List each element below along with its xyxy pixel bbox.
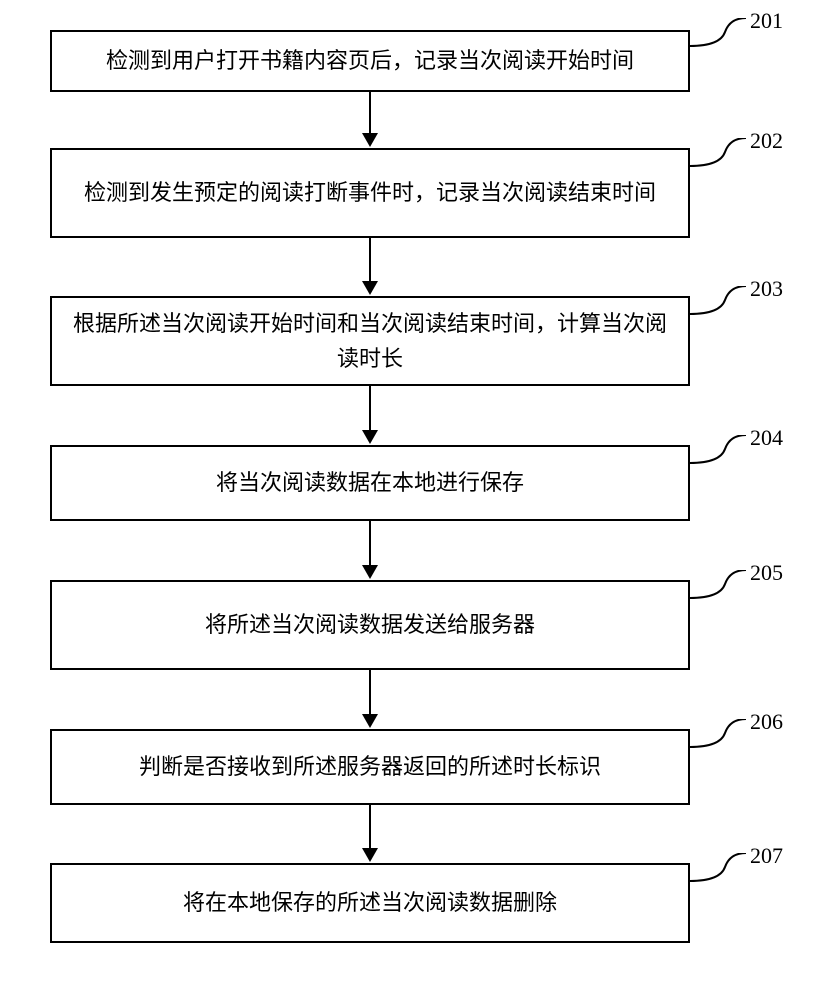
step-text-7: 将在本地保存的所述当次阅读数据删除 [183,885,557,920]
step-box-3: 根据所述当次阅读开始时间和当次阅读结束时间，计算当次阅读时长 [50,296,690,386]
connector-curve-6 [690,719,746,759]
step-box-4: 将当次阅读数据在本地进行保存 [50,445,690,521]
step-number-4: 204 [750,425,783,451]
arrow-6 [362,805,378,862]
step-text-3: 根据所述当次阅读开始时间和当次阅读结束时间，计算当次阅读时长 [72,306,668,376]
step-number-6: 206 [750,709,783,735]
step-text-2: 检测到发生预定的阅读打断事件时，记录当次阅读结束时间 [84,175,656,210]
connector-curve-5 [690,570,746,610]
step-box-7: 将在本地保存的所述当次阅读数据删除 [50,863,690,943]
step-box-6: 判断是否接收到所述服务器返回的所述时长标识 [50,729,690,805]
step-number-5: 205 [750,560,783,586]
arrow-4 [362,521,378,579]
flowchart-container: 检测到用户打开书籍内容页后，记录当次阅读开始时间 201 检测到发生预定的阅读打… [0,0,826,1000]
connector-curve-7 [690,853,746,893]
arrow-5 [362,670,378,728]
step-text-6: 判断是否接收到所述服务器返回的所述时长标识 [139,749,601,784]
connector-curve-1 [690,18,746,58]
step-box-5: 将所述当次阅读数据发送给服务器 [50,580,690,670]
step-box-2: 检测到发生预定的阅读打断事件时，记录当次阅读结束时间 [50,148,690,238]
arrow-3 [362,386,378,444]
connector-curve-4 [690,435,746,475]
step-text-5: 将所述当次阅读数据发送给服务器 [205,607,535,642]
step-text-1: 检测到用户打开书籍内容页后，记录当次阅读开始时间 [106,43,634,78]
step-number-7: 207 [750,843,783,869]
step-box-1: 检测到用户打开书籍内容页后，记录当次阅读开始时间 [50,30,690,92]
step-text-4: 将当次阅读数据在本地进行保存 [216,465,524,500]
step-number-2: 202 [750,128,783,154]
arrow-1 [362,92,378,147]
step-number-3: 203 [750,276,783,302]
arrow-2 [362,238,378,295]
connector-curve-2 [690,138,746,178]
connector-curve-3 [690,286,746,326]
step-number-1: 201 [750,8,783,34]
